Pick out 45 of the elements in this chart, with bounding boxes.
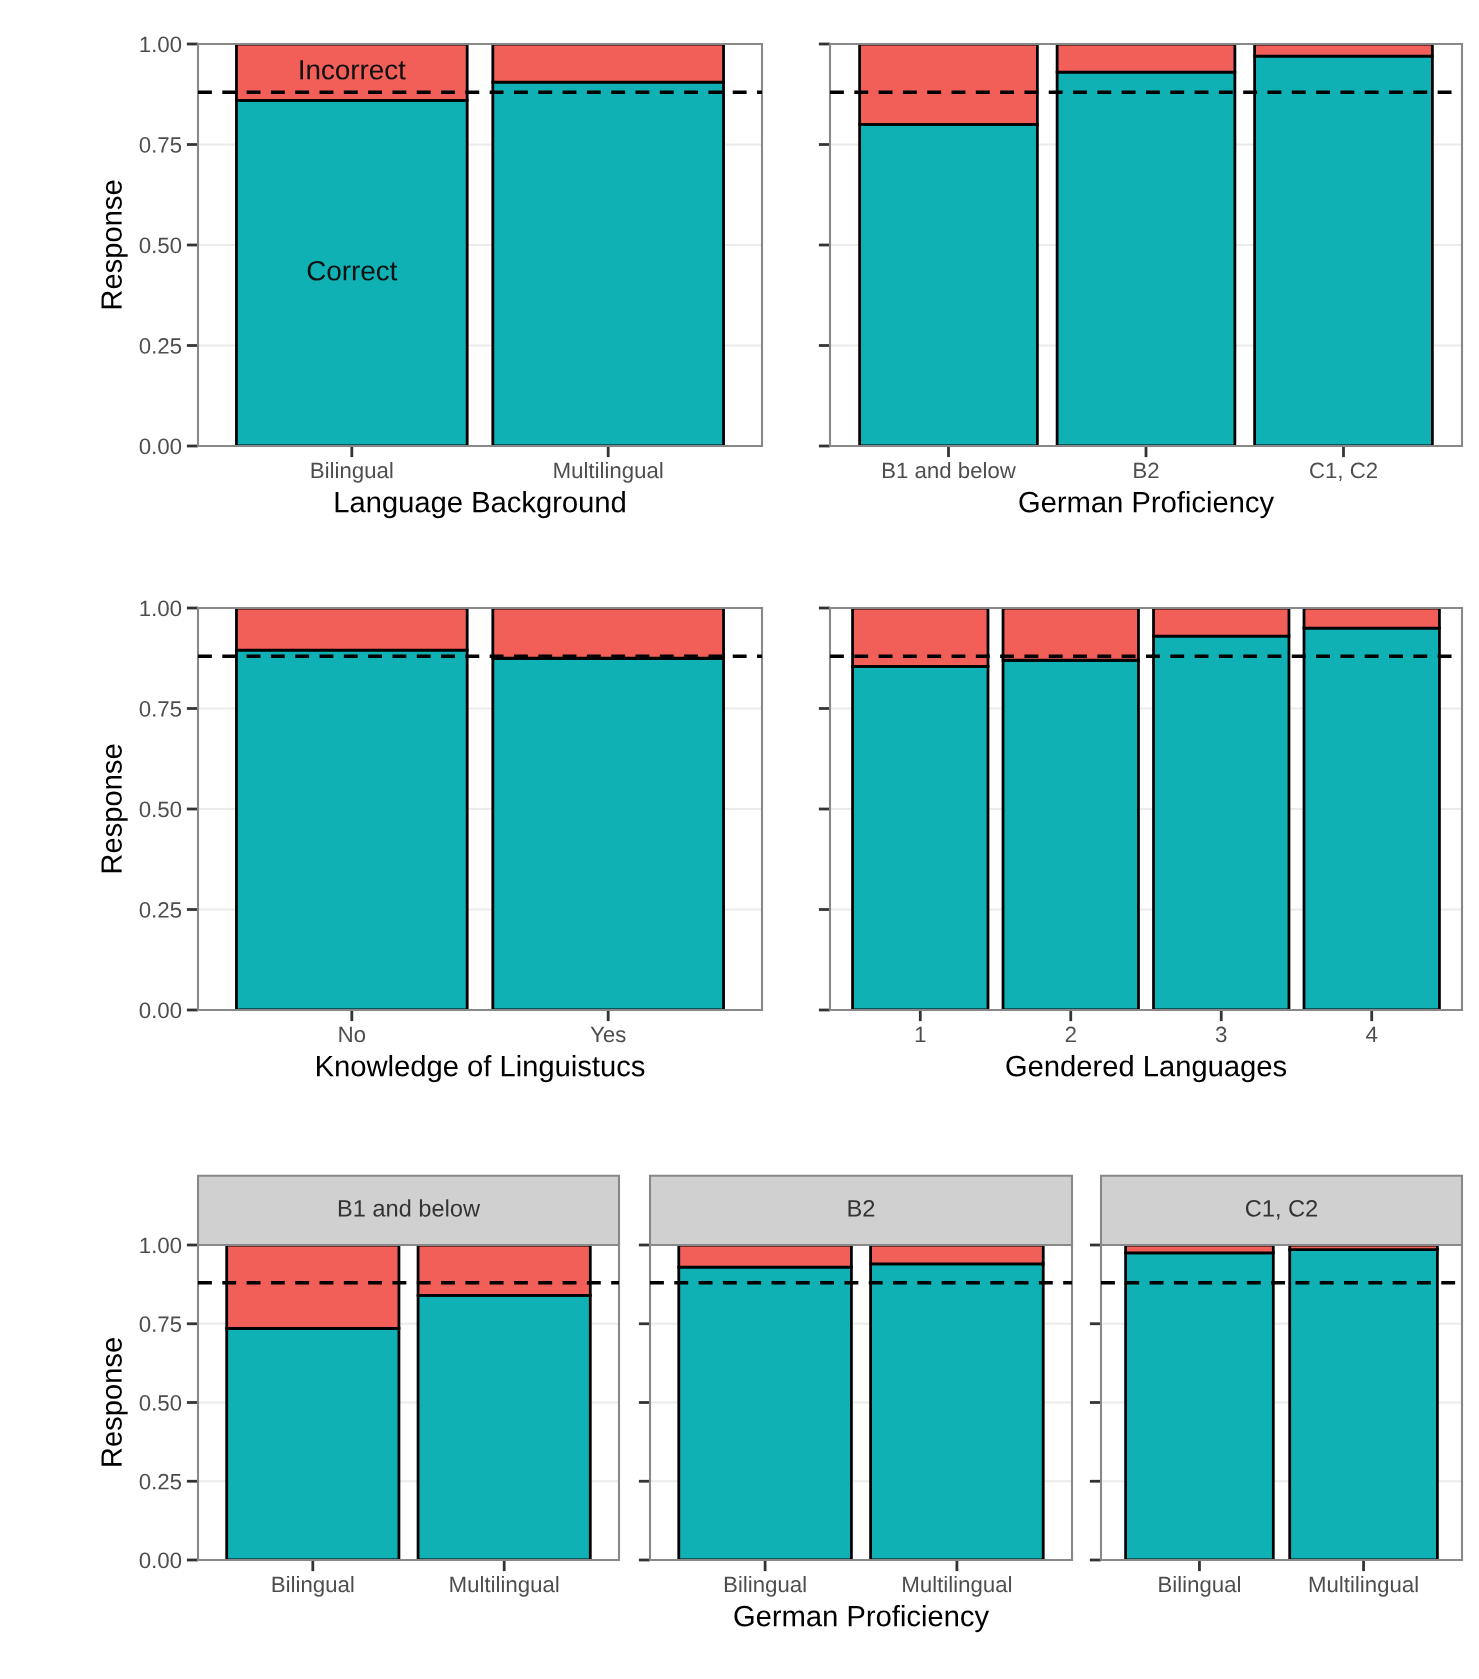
y-axis-title: Response [101, 1338, 128, 1466]
x-tick-label: 2 [1065, 1026, 1076, 1043]
y-tick-label: 0.00 [139, 1002, 182, 1019]
y-tick-label: 0.50 [139, 1395, 182, 1411]
y-tick-label: 0.75 [139, 701, 182, 717]
y-tick-label: 0.75 [139, 1316, 182, 1333]
x-axis-title: German Proficiency [1019, 491, 1274, 519]
y-tick-label: 0.00 [139, 1552, 182, 1569]
x-tick-label: Bilingual [311, 461, 393, 483]
y-tick-label: 1.00 [140, 600, 182, 617]
x-tick-label: Multilingual [554, 461, 663, 483]
x-tick-label: Bilingual [272, 1575, 354, 1597]
series-label: Correct [307, 260, 398, 281]
y-tick-label: 0.25 [139, 1473, 182, 1490]
x-tick-label: C1, C2 [1310, 462, 1377, 481]
chart-title: B1 and below [338, 1199, 481, 1217]
x-tick-label: Bilingual [1159, 1575, 1240, 1597]
x-axis-title: Gendered Languages [1006, 1055, 1287, 1083]
y-axis-title: Response [101, 744, 128, 873]
x-tick-label: 1 [915, 1026, 926, 1043]
y-tick-label: 1.00 [140, 1237, 182, 1254]
x-axis-title: German Proficiency [734, 1605, 989, 1633]
x-tick-label: B1 and below [882, 461, 1016, 479]
y-tick-label: 0.00 [139, 438, 182, 455]
x-tick-label: No [339, 1026, 366, 1043]
x-tick-label: 3 [1215, 1026, 1227, 1043]
y-tick-label: 0.75 [139, 137, 182, 153]
x-axis-title: Language Background [335, 491, 625, 519]
y-tick-label: 0.25 [139, 338, 182, 354]
x-tick-label: 4 [1366, 1026, 1378, 1043]
series-label: Incorrect [300, 60, 406, 80]
x-axis-title: Knowledge of Linguistucs [317, 1055, 645, 1083]
chart-title: C1, C2 [1245, 1199, 1318, 1220]
x-tick-label: Multilingual [903, 1575, 1012, 1597]
y-axis-title: Response [101, 180, 128, 309]
x-tick-label: Bilingual [724, 1575, 806, 1597]
x-tick-label: Yes [590, 1026, 626, 1043]
x-tick-label: Multilingual [450, 1575, 559, 1597]
y-tick-label: 0.50 [139, 237, 182, 254]
y-tick-label: 0.50 [139, 801, 182, 818]
y-tick-label: 1.00 [140, 36, 182, 53]
chart-title: B2 [848, 1199, 875, 1217]
x-tick-label: Multilingual [1309, 1575, 1418, 1597]
x-tick-label: B2 [1134, 462, 1159, 479]
y-tick-label: 0.25 [139, 902, 182, 918]
